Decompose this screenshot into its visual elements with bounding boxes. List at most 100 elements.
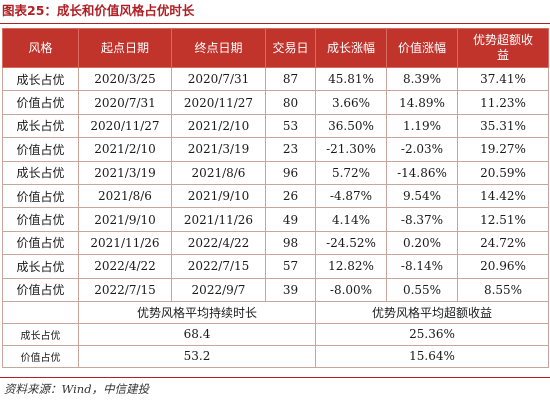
cell-end-date: 2022/7/15	[171, 254, 266, 279]
cell-end-date: 2021/11/26	[171, 207, 266, 232]
cell-excess-return: 8.55%	[457, 277, 549, 302]
cell-value-return: -8.37%	[386, 207, 458, 232]
cell-style: 价值占优	[2, 90, 79, 115]
avg-excess-header: 优势风格平均超额收益	[315, 300, 549, 324]
header-growth-return: 成长涨幅	[315, 28, 387, 68]
figure-label: 图表25：	[2, 3, 57, 18]
table-row: 价值占优 2021/2/10 2021/3/19 23 -21.30% -2.03% 19.…	[2, 137, 549, 162]
cell-trading-days: 96	[265, 160, 316, 185]
table-row: 成长占优 2021/3/19 2021/8/6 96 5.72% -14.86% 20.59…	[2, 160, 549, 185]
summary-label: 成长占优	[2, 322, 79, 346]
cell-start-date: 2021/3/19	[78, 160, 172, 185]
cell-start-date: 2020/7/31	[78, 90, 172, 115]
cell-trading-days: 53	[265, 113, 316, 139]
cell-value-return: 8.39%	[386, 66, 458, 92]
avg-duration-header: 优势风格平均持续时长	[78, 300, 316, 324]
cell-growth-return: 36.50%	[315, 113, 387, 139]
cell-excess-return: 24.72%	[457, 230, 549, 256]
cell-end-date: 2021/3/19	[171, 137, 266, 162]
cell-excess-return: 12.51%	[457, 207, 549, 232]
cell-trading-days: 87	[265, 66, 316, 92]
source-note: 资料来源：Wind，中信建投	[0, 377, 550, 403]
cell-growth-return: -24.52%	[315, 230, 387, 256]
summary-row: 成长占优 68.4 25.36%	[2, 322, 549, 346]
cell-trading-days: 49	[265, 207, 316, 232]
table-row: 成长占优 2020/3/25 2020/7/31 87 45.81% 8.39% 37.41…	[2, 66, 549, 92]
cell-start-date: 2021/8/6	[78, 183, 172, 209]
summary-header-row: 优势风格平均持续时长 优势风格平均超额收益	[2, 300, 549, 324]
cell-value-return: -14.86%	[386, 160, 458, 185]
table-row: 价值占优 2022/7/15 2022/9/7 39 -8.00% 0.55% 8.55%	[2, 277, 549, 302]
header-trading-days: 交易日	[265, 28, 316, 68]
cell-growth-return: -21.30%	[315, 137, 387, 162]
cell-end-date: 2021/2/10	[171, 113, 266, 139]
summary-excess: 25.36%	[315, 322, 549, 346]
figure-title-bar: 图表25：成长和价值风格占优时长	[0, 0, 550, 24]
cell-end-date: 2021/8/6	[171, 160, 266, 185]
cell-end-date: 2022/9/7	[171, 277, 266, 302]
cell-start-date: 2022/4/22	[78, 254, 172, 279]
cell-excess-return: 37.41%	[457, 66, 549, 92]
cell-start-date: 2021/11/26	[78, 230, 172, 256]
cell-end-date: 2022/4/22	[171, 230, 266, 256]
cell-value-return: 0.55%	[386, 277, 458, 302]
cell-growth-return: 3.66%	[315, 90, 387, 115]
cell-growth-return: -4.87%	[315, 183, 387, 209]
header-end-date: 终点日期	[171, 28, 266, 68]
cell-style: 成长占优	[2, 160, 79, 185]
summary-row: 价值占优 53.2 15.64%	[2, 344, 549, 368]
cell-start-date: 2022/7/15	[78, 277, 172, 302]
cell-style: 价值占优	[2, 207, 79, 232]
summary-corner-cell	[2, 300, 79, 324]
cell-excess-return: 19.27%	[457, 137, 549, 162]
cell-excess-return: 20.96%	[457, 254, 549, 279]
cell-end-date: 2021/9/10	[171, 183, 266, 209]
header-value-return: 价值涨幅	[386, 28, 458, 68]
cell-value-return: -8.14%	[386, 254, 458, 279]
summary-duration: 53.2	[78, 344, 316, 368]
cell-style: 价值占优	[2, 277, 79, 302]
table-row: 价值占优 2021/9/10 2021/11/26 49 4.14% -8.37% 12.5…	[2, 207, 549, 232]
summary-duration: 68.4	[78, 322, 316, 346]
cell-value-return: 9.54%	[386, 183, 458, 209]
table-row: 成长占优 2022/4/22 2022/7/15 57 12.82% -8.14% 20.9…	[2, 254, 549, 279]
cell-start-date: 2021/9/10	[78, 207, 172, 232]
cell-style: 成长占优	[2, 254, 79, 279]
cell-style: 价值占优	[2, 137, 79, 162]
summary-label: 价值占优	[2, 344, 79, 368]
header-style: 风格	[2, 28, 79, 68]
cell-style: 成长占优	[2, 66, 79, 92]
cell-excess-return: 14.42%	[457, 183, 549, 209]
table-row: 成长占优 2020/11/27 2021/2/10 53 36.50% 1.19% 35.3…	[2, 113, 549, 139]
header-excess-return: 优势超额收益	[457, 28, 549, 68]
cell-excess-return: 20.59%	[457, 160, 549, 185]
cell-trading-days: 23	[265, 137, 316, 162]
table-header-row: 风格 起点日期 终点日期 交易日 成长涨幅 价值涨幅 优势超额收益	[2, 28, 549, 68]
cell-growth-return: -8.00%	[315, 277, 387, 302]
cell-style: 价值占优	[2, 230, 79, 256]
cell-growth-return: 4.14%	[315, 207, 387, 232]
cell-value-return: 0.20%	[386, 230, 458, 256]
cell-trading-days: 57	[265, 254, 316, 279]
cell-value-return: 14.89%	[386, 90, 458, 115]
cell-value-return: 1.19%	[386, 113, 458, 139]
cell-style: 价值占优	[2, 183, 79, 209]
cell-start-date: 2021/2/10	[78, 137, 172, 162]
cell-trading-days: 26	[265, 183, 316, 209]
cell-growth-return: 12.82%	[315, 254, 387, 279]
style-duration-table: 风格 起点日期 终点日期 交易日 成长涨幅 价值涨幅 优势超额收益 成长占优 20…	[2, 28, 549, 368]
figure-title: 成长和价值风格占优时长	[56, 3, 195, 18]
cell-trading-days: 98	[265, 230, 316, 256]
header-start-date: 起点日期	[78, 28, 172, 68]
cell-end-date: 2020/11/27	[171, 90, 266, 115]
cell-start-date: 2020/3/25	[78, 66, 172, 92]
cell-trading-days: 80	[265, 90, 316, 115]
table-row: 价值占优 2021/8/6 2021/9/10 26 -4.87% 9.54% 14.42%	[2, 183, 549, 209]
cell-start-date: 2020/11/27	[78, 113, 172, 139]
cell-end-date: 2020/7/31	[171, 66, 266, 92]
table-row: 价值占优 2020/7/31 2020/11/27 80 3.66% 14.89% 11.2…	[2, 90, 549, 115]
cell-growth-return: 45.81%	[315, 66, 387, 92]
cell-excess-return: 11.23%	[457, 90, 549, 115]
cell-excess-return: 35.31%	[457, 113, 549, 139]
table-row: 价值占优 2021/11/26 2022/4/22 98 -24.52% 0.20% 24.…	[2, 230, 549, 256]
